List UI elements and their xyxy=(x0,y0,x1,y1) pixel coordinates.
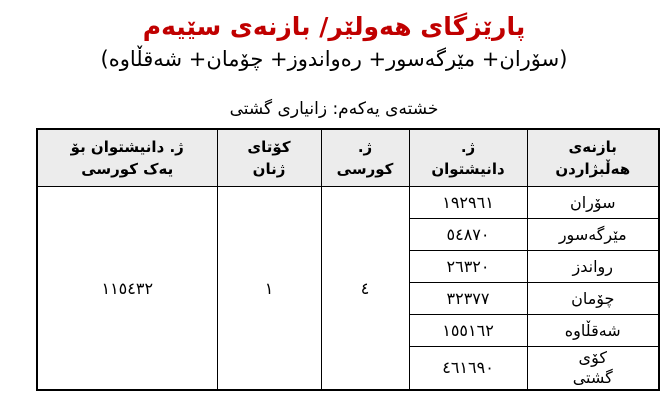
cell-population-choman: ٣٢٣٧٧ xyxy=(408,282,528,316)
cell-pop-per-seat-merged: ١١٥٤٣٢ xyxy=(36,186,218,391)
page-title: پارێزگای هەولێر/ بازنەی سێیەم xyxy=(142,12,526,41)
table-row-choman: چۆمان ٣٢٣٧٧ xyxy=(37,282,660,316)
col-header-women-quota-line1: کۆتای xyxy=(247,137,291,156)
col-header-district: بازنەی هەڵبژاردن xyxy=(526,128,660,188)
col-header-pop-per-seat-line1: ژ. دانیشتوان بۆ xyxy=(70,137,184,156)
col-header-district-line1: بازنەی xyxy=(568,137,617,156)
col-header-seats-line2: کورسی xyxy=(336,160,394,179)
cell-total-label-line2: گشتی xyxy=(572,368,613,388)
cell-district-rwandz: رواندز xyxy=(526,250,660,284)
cell-district-mergasur: مێرگەسور xyxy=(526,218,660,252)
col-header-population-line2: دانیشتوان xyxy=(431,160,505,179)
general-info-table: بازنەی هەڵبژاردن ژ. دانیشتوان ژ. کورسی ک… xyxy=(36,128,660,392)
col-header-women-quota: کۆتای ژنان xyxy=(216,128,322,188)
cell-district-choman: چۆمان xyxy=(526,282,660,316)
cell-total-population: ٤٦١٦٩٠ xyxy=(408,346,528,391)
cell-population-shaqlawa: ١٥٥١٦٢ xyxy=(408,314,528,348)
table-header-row: بازنەی هەڵبژاردن ژ. دانیشتوان ژ. کورسی ک… xyxy=(36,128,660,188)
col-header-pop-per-seat: ژ. دانیشتوان بۆ یەک کورسی xyxy=(36,128,218,188)
col-header-pop-per-seat-line2: یەک کورسی xyxy=(81,160,174,179)
page-subtitle: (سۆران+ مێرگەسور+ رەواندوز+ چۆمان+ شەقڵا… xyxy=(100,46,568,71)
table-caption: خشتەی یەکەم: زانیاری گشتی xyxy=(229,99,439,120)
col-header-population: ژ. دانیشتوان xyxy=(408,128,528,188)
cell-population-mergasur: ٥٤٨٧٠ xyxy=(408,218,528,252)
table-row-mergasur: مێرگەسور ٥٤٨٧٠ xyxy=(37,218,660,252)
cell-total-label-line1: کۆی xyxy=(578,348,607,368)
col-header-seats: ژ. کورسی xyxy=(320,128,410,188)
table-total-row: کۆی گشتی ٤٦١٦٩٠ xyxy=(37,346,660,391)
cell-district-shaqlawa: شەقڵاوە xyxy=(526,314,660,348)
cell-total-label: کۆی گشتی xyxy=(526,346,660,391)
table-row-shaqlawa: شەقڵاوە ١٥٥١٦٢ xyxy=(37,314,660,348)
col-header-women-quota-line2: ژنان xyxy=(252,160,286,179)
table-row-soran: سۆران ١٩٢٩٦١ ٤ ١ ١١٥٤٣٢ xyxy=(36,186,660,391)
cell-population-soran: ١٩٢٩٦١ xyxy=(408,186,528,220)
col-header-population-line1: ژ. xyxy=(460,137,476,156)
cell-district-soran: سۆران xyxy=(526,186,660,220)
cell-population-rwandz: ٢٦٣٢٠ xyxy=(408,250,528,284)
col-header-district-line2: هەڵبژاردن xyxy=(555,160,631,179)
cell-seats-merged: ٤ xyxy=(320,186,410,391)
col-header-seats-line1: ژ. xyxy=(357,137,373,156)
cell-women-quota-merged: ١ xyxy=(216,186,322,391)
